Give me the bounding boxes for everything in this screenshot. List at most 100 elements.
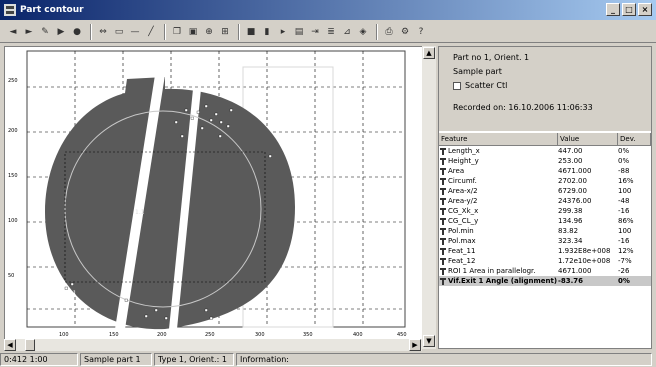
table-row[interactable]: Area-y/2 24376.00 -48: [439, 196, 651, 206]
scatter-point: [70, 282, 74, 286]
column-header-value[interactable]: Value: [558, 133, 618, 145]
vertical-scrollbar[interactable]: ▲ ▼: [422, 46, 436, 349]
pointer-icon[interactable]: ✎: [41, 26, 49, 37]
table-row[interactable]: Feat_11 1.932E8e+008 12%: [439, 246, 651, 256]
back-icon[interactable]: ◄: [9, 26, 17, 37]
dev-cell: 86%: [618, 217, 634, 225]
status-part: Sample part 1: [80, 353, 152, 366]
feature-icon: [440, 197, 446, 205]
y-tick-label: 50: [8, 273, 14, 279]
feature-name: Area: [448, 167, 465, 175]
settings-icon[interactable]: ⚙: [400, 26, 410, 37]
feature-cell: Circumf.: [439, 176, 558, 186]
export-icon[interactable]: ⇥: [311, 26, 319, 37]
status-type: Type 1, Orient.: 1: [154, 353, 234, 366]
scatter-point: [209, 118, 213, 122]
table-row[interactable]: ROI 1 Area in parallelogr. 4671.000 -26: [439, 266, 651, 276]
step-icon[interactable]: ▸: [280, 26, 286, 37]
scatter-point: [218, 134, 222, 138]
table-row[interactable]: Circumf. 2702.00 16%: [439, 176, 651, 186]
scatter-option[interactable]: Scatter Ctl: [453, 79, 637, 93]
grid-icon[interactable]: ⊞: [221, 26, 229, 37]
table-row[interactable]: Feat_12 1.72e10e+008 -7%: [439, 256, 651, 266]
table-row[interactable]: Area 4671.000 -88: [439, 166, 651, 176]
x-tick-label: 150: [109, 332, 119, 338]
ruler-icon[interactable]: —: [130, 26, 140, 37]
value-cell: 299.38: [558, 207, 583, 215]
y-tick-label: 250: [8, 78, 18, 84]
feature-icon: [440, 227, 446, 235]
value-cell: 2702.00: [558, 177, 587, 185]
dev-cell: 0%: [618, 157, 630, 165]
fit-circle: [64, 110, 262, 308]
record-icon[interactable]: ●: [73, 26, 81, 37]
table-row[interactable]: Area-x/2 6729.00 100: [439, 186, 651, 196]
close-button[interactable]: ×: [638, 3, 652, 16]
print-icon[interactable]: ⎙: [385, 26, 393, 37]
pause-icon[interactable]: ▮: [264, 26, 270, 37]
feature-icon: [440, 207, 446, 215]
zoom-icon[interactable]: ⊕: [205, 26, 213, 37]
x-tick-label: 450: [397, 332, 407, 338]
column-header-feature[interactable]: Feature: [439, 133, 558, 145]
filter-icon[interactable]: ◈: [359, 26, 367, 37]
scatter-point: [204, 308, 208, 312]
feature-icon: [440, 267, 446, 275]
play-icon[interactable]: ▶: [57, 26, 65, 37]
table-row[interactable]: Height_y 253.00 0%: [439, 156, 651, 166]
stop-icon[interactable]: ■: [246, 26, 256, 37]
scatter-point: [226, 124, 230, 128]
scatter-point: [268, 154, 272, 158]
line-icon[interactable]: ╱: [148, 26, 154, 37]
dev-cell: 0%: [618, 277, 630, 285]
window-title: Part contour: [20, 5, 84, 15]
scatter-checkbox[interactable]: [453, 81, 461, 90]
scatter-point: [200, 126, 204, 130]
feature-icon: [440, 187, 446, 195]
table-row[interactable]: CG_CL_y 134.96 86%: [439, 216, 651, 226]
scroll-thumb[interactable]: [25, 339, 35, 351]
horizontal-scrollbar[interactable]: ◀ ▶: [4, 339, 422, 351]
column-header-dev[interactable]: Dev.: [618, 133, 651, 145]
scroll-up-button[interactable]: ▲: [423, 47, 435, 59]
measure-icon[interactable]: ⊿: [343, 26, 351, 37]
feature-cell: ROI 1 Area in parallelogr.: [439, 266, 558, 276]
copy-icon[interactable]: ❐: [172, 26, 182, 37]
paste-icon[interactable]: ▣: [188, 26, 198, 37]
layers-icon[interactable]: ≣: [327, 26, 335, 37]
feature-cell: Length_x: [439, 146, 558, 156]
maximize-button[interactable]: □: [622, 3, 636, 16]
feature-table: Feature Value Dev. Length_x 447.00 0% Heigh…: [439, 133, 651, 286]
plot-frame: [26, 50, 406, 328]
x-tick-label: 400: [353, 332, 363, 338]
part-name: Sample part: [453, 67, 502, 76]
forward-icon[interactable]: ►: [25, 26, 33, 37]
save-icon[interactable]: ▤: [294, 26, 304, 37]
scatter-point: [144, 314, 148, 318]
table-row[interactable]: Vif.Exit 1 Angle (alignment) -83.76 0%: [439, 276, 651, 286]
feature-name: Circumf.: [448, 177, 477, 185]
dev-cell: 16%: [618, 177, 634, 185]
table-row[interactable]: Pol.min 83.82 100: [439, 226, 651, 236]
dev-cell: 0%: [618, 147, 630, 155]
part-slit: [115, 75, 165, 329]
scatter-point: [184, 108, 188, 112]
scroll-right-button[interactable]: ▶: [409, 339, 421, 351]
feature-name: Feat_11: [448, 247, 476, 255]
center-label: 1.1: [135, 209, 145, 216]
select-icon[interactable]: ▭: [114, 26, 124, 37]
help-icon[interactable]: ?: [418, 26, 424, 37]
scroll-down-button[interactable]: ▼: [423, 335, 435, 347]
scale-icon[interactable]: ⇔: [99, 26, 107, 37]
table-row[interactable]: Pol.max 323.34 -16: [439, 236, 651, 246]
table-row[interactable]: CG_Xk_x 299.38 -16: [439, 206, 651, 216]
corner-label: 2.1: [67, 290, 77, 297]
plot-area[interactable]: 250 200 150 100 50 100 150 200 250 300 350 400 450 1.…: [4, 46, 436, 349]
minimize-button[interactable]: _: [606, 3, 620, 16]
value-cell: 134.96: [558, 217, 583, 225]
feature-icon: [440, 257, 446, 265]
feature-icon: [440, 277, 446, 285]
scatter-point: [214, 112, 218, 116]
scroll-left-button[interactable]: ◀: [4, 339, 16, 351]
table-row[interactable]: Length_x 447.00 0%: [439, 146, 651, 156]
